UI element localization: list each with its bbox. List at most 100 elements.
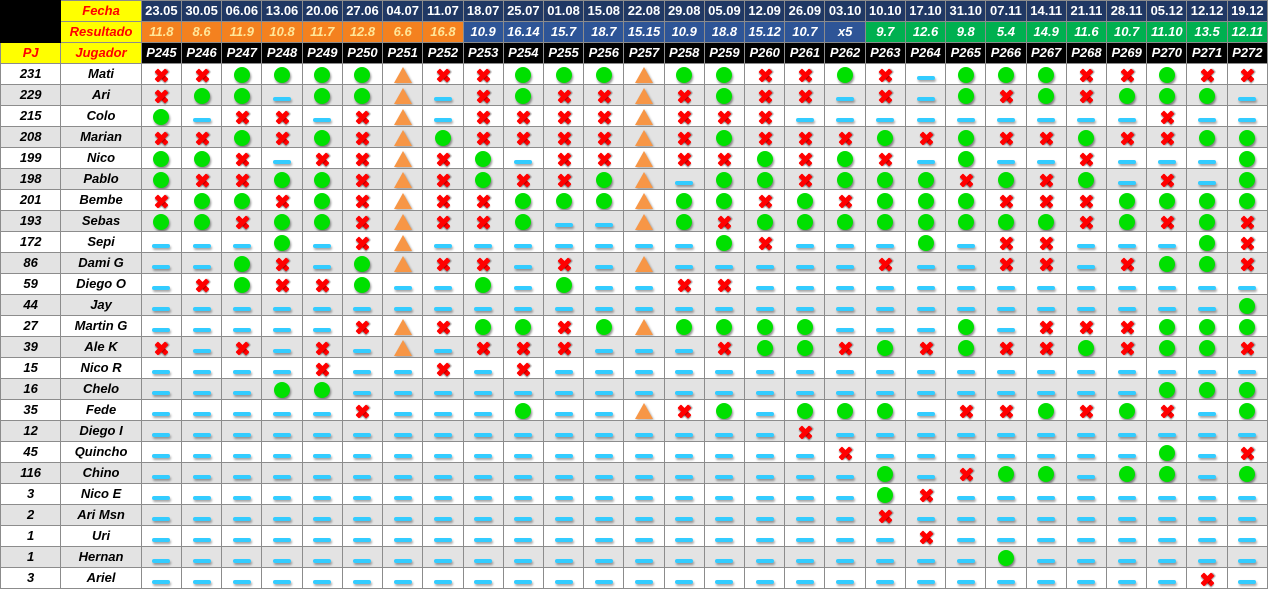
player-result-cell (945, 189, 987, 211)
player-result-cell (462, 441, 504, 463)
green-circle-icon (1038, 465, 1055, 482)
player-result-cell (341, 105, 384, 127)
player-result-cell (502, 84, 544, 106)
cyan-dash-icon (433, 474, 452, 479)
player-result-cell (623, 399, 665, 421)
cyan-dash-icon (916, 285, 935, 290)
player-result-cell (221, 168, 263, 190)
green-circle-icon (515, 402, 532, 419)
player-pj-cell: 198 (0, 168, 62, 190)
player-result-cell (341, 210, 384, 232)
attendance-spreadsheet: Fecha 23.05 30.05 06.06 13.06 20.06 27.06 04.0… (0, 0, 1268, 561)
player-row: 172 Sepi (0, 231, 1268, 253)
player-name-cell: Bembe (60, 189, 142, 211)
red-x-icon (757, 193, 773, 209)
player-result-cell (1106, 399, 1148, 421)
cyan-dash-icon (1157, 159, 1176, 164)
player-result-cell (542, 441, 585, 463)
player-result-cell (945, 84, 987, 106)
player-result-cell (382, 357, 424, 379)
player-result-cell (1025, 252, 1067, 274)
player-result-cell (623, 84, 665, 106)
cyan-dash-icon (675, 369, 694, 374)
player-result-cell (422, 147, 464, 169)
player-result-cell (1065, 231, 1108, 253)
player-result-cell (623, 231, 665, 253)
player-result-cell (784, 315, 826, 337)
red-x-icon (556, 130, 572, 146)
red-x-icon (1119, 319, 1135, 335)
player-result-cell (542, 378, 585, 400)
player-result-cell (744, 231, 786, 253)
player-result-cell (341, 420, 384, 442)
cyan-dash-icon (916, 453, 935, 458)
cyan-dash-icon (594, 348, 613, 353)
red-x-icon (877, 67, 893, 83)
player-result-cell (502, 336, 544, 358)
cyan-dash-icon (916, 75, 935, 80)
green-circle-icon (997, 213, 1014, 230)
cyan-dash-icon (474, 537, 493, 542)
red-x-icon (998, 193, 1014, 209)
cyan-dash-icon (956, 537, 975, 542)
player-result-cell (140, 504, 182, 526)
player-result-cell (583, 399, 625, 421)
player-result-cell (904, 441, 947, 463)
player-result-cell (623, 336, 665, 358)
match-date-cell: 06.06 (221, 0, 263, 22)
cyan-dash-icon (755, 537, 774, 542)
red-x-icon (556, 340, 572, 356)
cyan-dash-icon (836, 495, 855, 500)
player-result-cell (824, 420, 866, 442)
cyan-dash-icon (1198, 285, 1217, 290)
red-x-icon (556, 319, 572, 335)
player-result-cell (824, 315, 866, 337)
player-result-cell (1226, 231, 1268, 253)
cyan-dash-icon (594, 285, 613, 290)
match-code-cell: P249 (301, 42, 343, 64)
player-result-cell (382, 231, 424, 253)
player-row: 193 Sebas (0, 210, 1268, 232)
player-result-cell (502, 483, 544, 505)
player-result-cell (1065, 252, 1108, 274)
player-result-cell (261, 399, 303, 421)
player-result-cell (784, 252, 826, 274)
orange-triangle-icon (393, 66, 412, 83)
green-circle-icon (997, 549, 1014, 566)
player-result-cell (864, 210, 906, 232)
cyan-dash-icon (594, 411, 613, 416)
player-result-cell (703, 378, 746, 400)
cyan-dash-icon (353, 495, 372, 500)
cyan-dash-icon (232, 432, 251, 437)
player-result-cell (1226, 525, 1268, 547)
player-result-cell (422, 441, 464, 463)
player-result-cell (703, 441, 746, 463)
green-circle-icon (1038, 66, 1055, 83)
player-result-cell (583, 441, 625, 463)
cyan-dash-icon (795, 537, 814, 542)
player-name-cell: Colo (60, 105, 142, 127)
cyan-dash-icon (474, 432, 493, 437)
player-result-cell (583, 84, 625, 106)
orange-triangle-icon (635, 213, 653, 230)
player-result-cell (663, 63, 705, 85)
green-circle-icon (1239, 402, 1256, 419)
red-x-icon (234, 109, 250, 125)
cyan-dash-icon (916, 411, 935, 416)
cyan-dash-icon (795, 453, 814, 458)
cyan-dash-icon (152, 327, 171, 332)
green-circle-icon (1239, 297, 1256, 314)
green-circle-icon (837, 213, 854, 230)
player-result-cell (382, 168, 424, 190)
player-result-cell (824, 546, 866, 568)
player-result-cell (462, 336, 504, 358)
player-result-cell (945, 567, 987, 589)
player-result-cell (744, 567, 786, 589)
cyan-dash-icon (393, 432, 412, 437)
cyan-dash-icon (1238, 285, 1257, 290)
player-result-cell (542, 294, 585, 316)
player-pj-cell: 59 (0, 273, 62, 295)
cyan-dash-icon (996, 537, 1015, 542)
cyan-dash-icon (353, 453, 372, 458)
player-pj-cell: 1 (0, 546, 62, 568)
